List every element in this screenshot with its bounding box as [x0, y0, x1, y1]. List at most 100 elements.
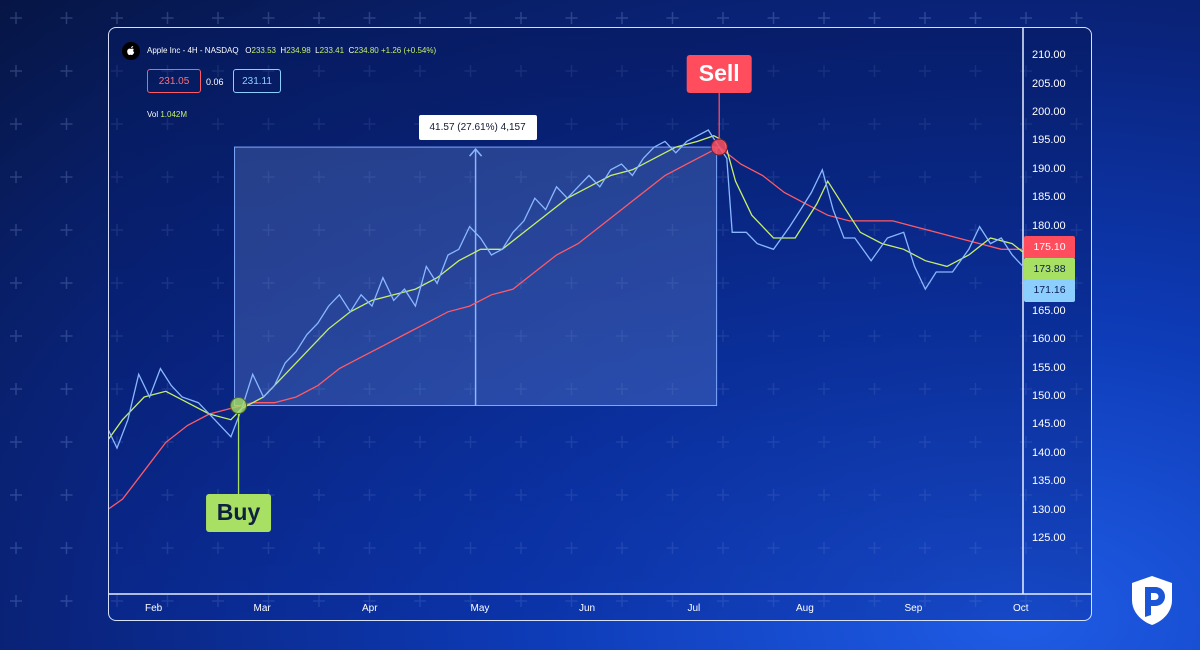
y-tick-label: 160.00: [1032, 333, 1066, 346]
close-label: C: [348, 46, 355, 55]
background-plus-mark: [515, 12, 527, 24]
background-plus-mark: [10, 12, 22, 24]
background-plus-mark: [666, 12, 679, 24]
spread-value: 0.06: [206, 77, 224, 87]
volume-readout: Vol 1.042M: [147, 110, 187, 119]
y-tick-label: 125.00: [1032, 532, 1066, 544]
background-plus-mark: [868, 12, 881, 24]
measure-arrow-head: [469, 147, 483, 157]
y-tick-label: 210.00: [1032, 49, 1066, 62]
background-plus-mark: [363, 12, 376, 24]
background-plus-mark: [464, 12, 477, 24]
background-plus-mark: [60, 171, 73, 183]
x-tick-label: Feb: [145, 603, 163, 614]
background-plus-mark: [10, 118, 22, 130]
close-value: 234.80 +1.26 (+0.54%): [354, 46, 437, 55]
background-plus-mark: [414, 12, 426, 24]
sell-label: Sell: [699, 60, 740, 86]
background-plus-mark: [717, 12, 729, 24]
buy-price-button[interactable]: 231.11: [233, 69, 281, 93]
background-plus-mark: [10, 595, 22, 607]
background-plus-mark: [1020, 12, 1032, 24]
background-plus-mark: [10, 436, 22, 448]
y-tick-label: 150.00: [1032, 390, 1066, 402]
background-plus-mark: [60, 118, 73, 130]
volume-label: Vol: [147, 110, 159, 119]
buy-label: Buy: [217, 499, 261, 525]
background-plus-mark: [313, 12, 325, 24]
sell-price-button[interactable]: 231.05: [147, 69, 201, 93]
x-tick-label: Oct: [1013, 603, 1029, 614]
x-tick-label: Jun: [579, 603, 596, 614]
background-plus-mark: [60, 542, 73, 554]
chart-panel: [108, 27, 1092, 621]
background-plus-mark: [111, 12, 123, 24]
background-plus-mark: [10, 277, 22, 289]
y-tick-label: 165.00: [1032, 304, 1066, 317]
background-plus-mark: [60, 436, 73, 448]
background-plus-mark: [60, 65, 73, 77]
x-tick-label: Jul: [687, 603, 701, 614]
y-tick-label: 140.00: [1032, 446, 1066, 459]
blue-price-tag: 171.16: [1024, 279, 1075, 302]
x-tick-label: May: [470, 603, 490, 614]
background-plus-mark: [10, 224, 22, 236]
sell-badge[interactable]: Sell: [686, 55, 752, 93]
background-plus-mark: [616, 12, 628, 24]
y-tick-label: 195.00: [1032, 134, 1066, 147]
background-plus-mark: [60, 330, 73, 342]
background-plus-mark: [10, 65, 22, 77]
sell-marker-dot[interactable]: [710, 138, 728, 156]
y-tick-label: 200.00: [1032, 106, 1066, 118]
x-tick-label: Sep: [904, 603, 923, 614]
apple-logo-icon: [122, 42, 140, 60]
background-plus-mark: [60, 12, 73, 24]
fast-ma-line: [109, 134, 1023, 440]
background-plus-mark: [10, 330, 22, 342]
x-tick-label: Aug: [796, 603, 814, 614]
background-plus-mark: [60, 383, 73, 395]
y-tick-label: 180.00: [1032, 219, 1066, 232]
y-tick-label: 145.00: [1032, 418, 1066, 431]
background-plus-mark: [60, 224, 73, 236]
price-line: [109, 129, 1023, 450]
x-tick-label: Apr: [362, 603, 378, 614]
x-tick-label: Mar: [253, 603, 271, 614]
open-value: 233.53: [251, 46, 276, 55]
y-tick-label: 190.00: [1032, 162, 1066, 175]
background-plus-mark: [10, 383, 22, 395]
y-tick-label: 205.00: [1032, 77, 1066, 90]
background-plus-mark: [818, 12, 830, 24]
buy-badge[interactable]: Buy: [206, 494, 272, 532]
symbol-title: Apple Inc - 4H - NASDAQ: [147, 46, 239, 55]
high-value: 234.98: [286, 46, 311, 55]
open-label: O: [245, 46, 252, 55]
y-tick-label: 155.00: [1032, 361, 1066, 374]
brand-logo-icon: [1132, 576, 1172, 625]
low-value: 233.41: [319, 46, 345, 55]
background-plus-mark: [60, 595, 73, 607]
background-plus-mark: [969, 12, 982, 24]
background-plus-mark: [10, 171, 22, 183]
background-plus-mark: [212, 12, 224, 24]
volume-value: 1.042M: [160, 110, 188, 119]
chart-header: Apple Inc - 4H - NASDAQ O233.53 H234.98 …: [147, 46, 436, 55]
y-tick-label: 135.00: [1032, 475, 1066, 488]
background-plus-mark: [10, 542, 22, 554]
low-label: L: [315, 46, 320, 55]
high-label: H: [280, 46, 287, 55]
slow-ma-line: [109, 146, 1023, 510]
background-plus-mark: [919, 12, 931, 24]
background-plus-mark: [1070, 12, 1083, 24]
y-tick-label: 185.00: [1032, 191, 1066, 204]
measure-label: 41.57 (27.61%) 4,157: [418, 115, 537, 140]
background-plus-mark: [10, 489, 22, 501]
background-plus-mark: [767, 12, 780, 24]
green-ma-price-tag: 173.88: [1024, 258, 1075, 281]
red-ma-price-tag: 175.10: [1024, 236, 1075, 259]
background-plus-mark: [60, 277, 73, 289]
background-plus-mark: [565, 12, 578, 24]
buy-marker-dot[interactable]: [230, 397, 248, 415]
background-plus-mark: [262, 12, 275, 24]
